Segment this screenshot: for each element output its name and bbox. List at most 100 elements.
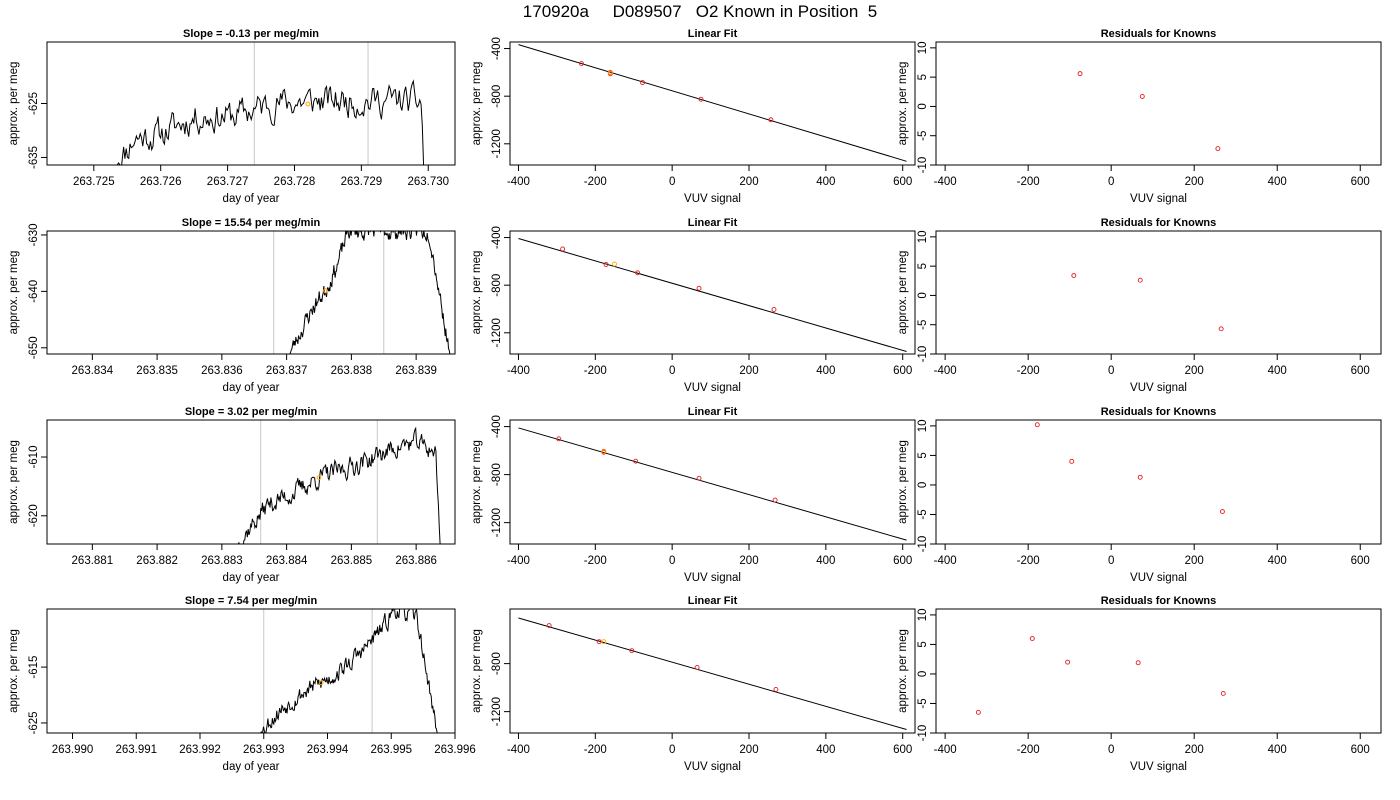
plot-frame bbox=[509, 41, 916, 166]
plot-frame bbox=[46, 41, 456, 166]
residual-point bbox=[1071, 273, 1077, 278]
x-tick-label: 263.839 bbox=[395, 365, 437, 377]
y-tick-label: 10 bbox=[917, 609, 929, 622]
x-tick-label: -200 bbox=[1017, 555, 1040, 567]
x-tick-label: 263.837 bbox=[266, 365, 308, 377]
plot-area bbox=[1034, 422, 1225, 514]
residuals-panel-1: -400 -200 0 200 400 600 10 5 0 -5 -10 Residuals for… bbox=[897, 28, 1382, 205]
y-tick-label: -640 bbox=[28, 280, 40, 303]
plot-frame bbox=[935, 41, 1382, 166]
x-tick-label: 0 bbox=[669, 365, 675, 377]
x-tick-label: -200 bbox=[584, 555, 607, 567]
x-tick-label: 263.992 bbox=[179, 744, 221, 756]
y-axis-label: approx. per meg bbox=[897, 251, 909, 335]
x-tick-label: 263.730 bbox=[407, 176, 449, 188]
signal-trace bbox=[260, 609, 438, 733]
y-tick-label: 5 bbox=[917, 263, 929, 269]
y-tick-label: -625 bbox=[28, 711, 40, 734]
y-tick-label: -10 bbox=[917, 725, 929, 742]
y-tick-label: -800 bbox=[491, 274, 503, 297]
residual-point bbox=[1034, 422, 1040, 428]
x-tick-label: 263.990 bbox=[52, 744, 94, 756]
residual-point bbox=[1069, 458, 1075, 464]
x-tick-label: 0 bbox=[669, 176, 675, 188]
panel-title: Linear Fit bbox=[688, 217, 738, 229]
panel-title: Linear Fit bbox=[688, 406, 738, 418]
timeseries-panel-2: 263.834 263.835 263.836 263.837 263.838 263.8… bbox=[8, 217, 456, 394]
y-axis-label: approx. per meg bbox=[471, 251, 483, 335]
y-tick-label: -800 bbox=[491, 85, 503, 108]
x-tick-label: 263.996 bbox=[434, 744, 476, 756]
plot-area bbox=[975, 636, 1226, 715]
residual-point bbox=[1137, 474, 1143, 480]
x-tick-label: 263.993 bbox=[243, 744, 285, 756]
plot-area bbox=[518, 238, 907, 352]
y-tick-label: -800 bbox=[491, 463, 503, 486]
residuals-panel-2: -400 -200 0 200 400 600 10 5 0 -5 -10 Residuals for… bbox=[897, 217, 1382, 394]
timeseries-panel-4: 263.990 263.991 263.992 263.993 263.994 263.9… bbox=[8, 595, 476, 773]
x-tick-label: 0 bbox=[1108, 365, 1114, 377]
plot-frame bbox=[935, 230, 1382, 355]
residual-point bbox=[1029, 636, 1035, 641]
x-tick-label: 200 bbox=[1185, 365, 1204, 377]
plot-area bbox=[237, 420, 441, 544]
y-tick-label: 10 bbox=[917, 230, 929, 243]
panel-title: Slope = 3.02 per meg/min bbox=[185, 406, 318, 418]
fit-line bbox=[518, 238, 907, 352]
x-tick-label: 263.882 bbox=[136, 555, 178, 567]
x-tick-label: 600 bbox=[893, 555, 912, 567]
x-axis-label: day of year bbox=[223, 193, 280, 205]
y-tick-label: -400 bbox=[491, 415, 503, 438]
residual-point bbox=[1219, 509, 1225, 514]
known-point bbox=[546, 623, 552, 629]
x-tick-label: -400 bbox=[507, 744, 530, 756]
y-tick-label: 0 bbox=[917, 292, 929, 298]
x-tick-label: 0 bbox=[1108, 744, 1114, 756]
x-tick-label: 200 bbox=[1185, 176, 1204, 188]
y-tick-label: 0 bbox=[917, 103, 929, 109]
plot-frame bbox=[509, 419, 916, 545]
x-tick-label: 263.729 bbox=[341, 176, 383, 188]
y-tick-label: -610 bbox=[28, 446, 40, 469]
plot-area bbox=[1071, 273, 1224, 332]
y-tick-label: 0 bbox=[917, 671, 929, 677]
x-tick-label: 263.995 bbox=[370, 744, 412, 756]
x-axis-label: VUV signal bbox=[684, 193, 741, 205]
x-tick-label: -400 bbox=[934, 555, 957, 567]
y-axis-label: approx. per meg bbox=[897, 629, 909, 713]
plot-frame bbox=[46, 230, 456, 355]
y-tick-label: -10 bbox=[917, 346, 929, 363]
x-tick-label: -200 bbox=[1017, 365, 1040, 377]
timeseries-panel-3: 263.881 263.882 263.883 263.884 263.885 263.8… bbox=[8, 406, 456, 584]
x-tick-label: 400 bbox=[1268, 176, 1287, 188]
y-tick-label: -1200 bbox=[491, 508, 503, 537]
x-tick-label: 400 bbox=[1268, 744, 1287, 756]
y-tick-label: -615 bbox=[28, 656, 40, 679]
x-axis-label: VUV signal bbox=[1130, 761, 1187, 773]
x-tick-label: 263.725 bbox=[73, 176, 115, 188]
x-tick-label: 263.881 bbox=[72, 555, 114, 567]
y-tick-label: 0 bbox=[917, 482, 929, 488]
x-tick-label: 263.836 bbox=[201, 365, 243, 377]
x-tick-label: 600 bbox=[893, 744, 912, 756]
known-point bbox=[696, 285, 702, 291]
x-tick-label: 600 bbox=[1351, 176, 1370, 188]
x-tick-label: 263.835 bbox=[136, 365, 178, 377]
plot-frame bbox=[935, 419, 1382, 545]
y-tick-label: -5 bbox=[917, 131, 929, 141]
plot-frame bbox=[509, 608, 916, 734]
known-point bbox=[629, 648, 635, 654]
known-point bbox=[772, 497, 778, 503]
x-tick-label: 263.883 bbox=[201, 555, 243, 567]
sample-point bbox=[612, 261, 617, 267]
residuals-panel-3: -400 -200 0 200 400 600 10 5 0 -5 -10 Residuals for… bbox=[897, 406, 1382, 584]
x-tick-label: -200 bbox=[1017, 176, 1040, 188]
panel-title: Linear Fit bbox=[688, 595, 738, 607]
y-tick-label: -630 bbox=[28, 223, 40, 246]
x-tick-label: -400 bbox=[507, 555, 530, 567]
x-axis-label: VUV signal bbox=[684, 761, 741, 773]
sample-point bbox=[323, 288, 328, 294]
x-tick-label: 263.728 bbox=[274, 176, 316, 188]
panel-title: Slope = -0.13 per meg/min bbox=[183, 28, 319, 40]
